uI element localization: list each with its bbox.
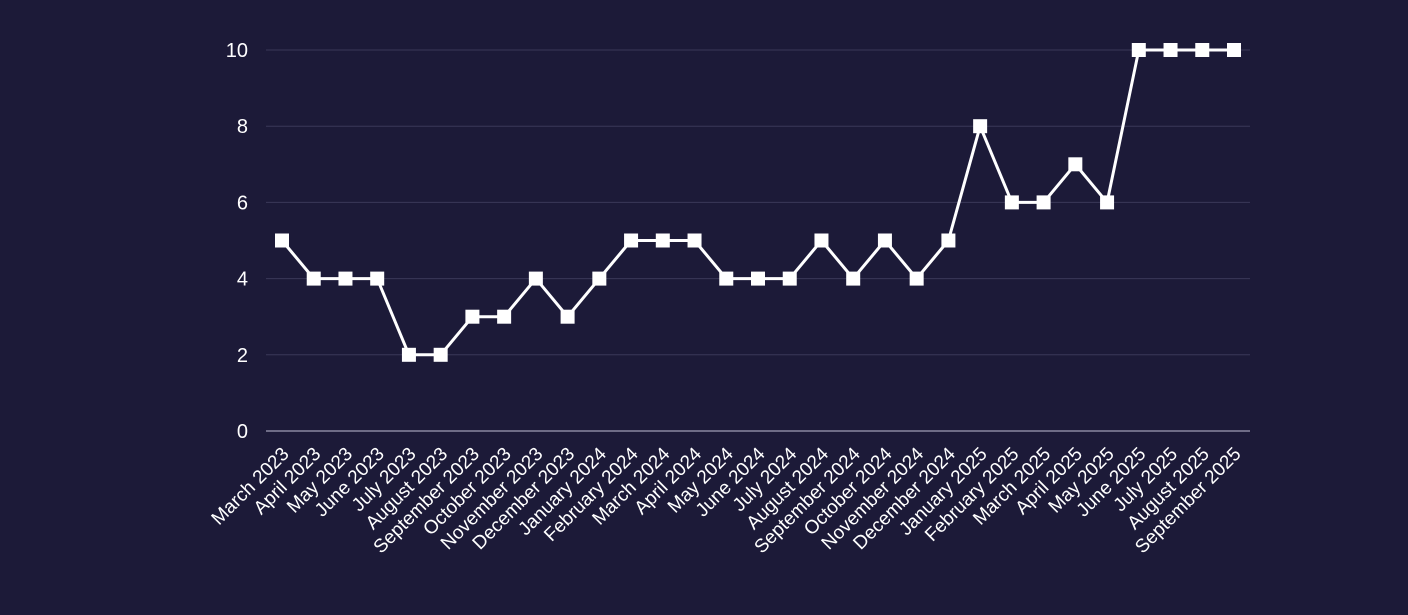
- data-point-marker: [528, 271, 543, 286]
- data-point-marker: [592, 271, 607, 286]
- y-tick-label: 4: [237, 269, 248, 291]
- data-point-marker: [465, 309, 480, 324]
- data-point-marker: [973, 119, 988, 134]
- y-tick-label: 6: [237, 192, 248, 214]
- data-point-marker: [275, 233, 289, 248]
- data-point-marker: [1227, 43, 1241, 57]
- data-point-marker: [814, 233, 829, 248]
- data-point-marker: [338, 271, 353, 286]
- data-point-marker: [846, 271, 861, 286]
- data-point-marker: [909, 271, 924, 286]
- data-point-marker: [1195, 43, 1210, 57]
- data-point-marker: [401, 347, 416, 362]
- y-axis-tick-labels: 0 2 4 6 8 10: [226, 40, 248, 443]
- y-tick-label: 0: [237, 421, 248, 443]
- data-point-marker: [782, 271, 797, 286]
- data-point-marker: [1100, 195, 1115, 210]
- data-points: [275, 43, 1241, 362]
- data-point-marker: [1068, 157, 1083, 172]
- grid-lines: [266, 49, 1250, 356]
- data-point-marker: [751, 271, 765, 286]
- data-point-marker: [560, 309, 575, 324]
- data-point-marker: [687, 233, 702, 248]
- data-point-marker: [655, 233, 670, 248]
- data-point-marker: [1131, 43, 1146, 57]
- y-tick-label: 10: [226, 40, 248, 62]
- data-point-marker: [877, 233, 892, 248]
- y-tick-label: 8: [237, 116, 248, 138]
- data-point-marker: [497, 309, 512, 324]
- y-tick-label: 2: [237, 345, 248, 367]
- data-point-marker: [433, 347, 448, 362]
- data-point-marker: [370, 271, 385, 286]
- data-point-marker: [306, 271, 321, 286]
- data-point-marker: [719, 271, 734, 286]
- data-point-marker: [1036, 195, 1051, 210]
- data-point-marker: [941, 233, 956, 248]
- data-point-marker: [624, 233, 639, 248]
- data-point-marker: [1163, 43, 1178, 57]
- data-point-marker: [1004, 195, 1019, 210]
